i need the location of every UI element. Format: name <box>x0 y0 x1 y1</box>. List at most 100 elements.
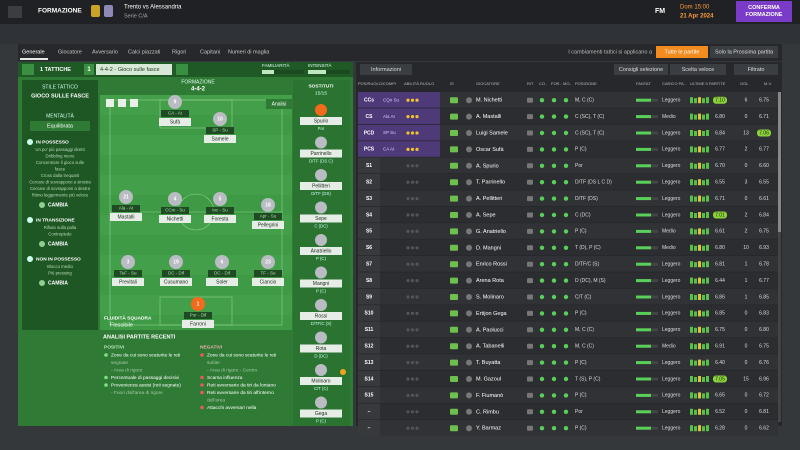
view-select[interactable] <box>360 64 412 75</box>
view-select-label[interactable]: Informazioni <box>371 67 401 73</box>
tactic-name[interactable]: 4-4-2 - Gioco sulle fasce <box>100 67 160 73</box>
player-name[interactable]: Samele <box>212 136 229 142</box>
collapse-button[interactable] <box>22 64 34 75</box>
sub-name[interactable]: Pellitteri <box>312 183 330 189</box>
player-name[interactable]: Y. Barmaz <box>476 426 501 432</box>
player-name[interactable]: Soler <box>216 279 228 285</box>
player-name[interactable]: Arena Rota <box>476 278 505 284</box>
column-header[interactable]: MO.. <box>563 81 572 86</box>
sub-name[interactable]: Rota <box>316 346 327 352</box>
player-name[interactable]: A. Spurio <box>476 163 499 169</box>
apply-option[interactable]: Tutte le partite <box>665 49 700 55</box>
column-header[interactable]: CO.. <box>539 81 547 86</box>
player-shirt[interactable] <box>119 190 133 204</box>
player-name[interactable]: A. Pellitteri <box>476 196 502 202</box>
column-header[interactable]: FOR.. <box>551 81 562 86</box>
analysis-button[interactable] <box>266 99 292 109</box>
player-shirt[interactable] <box>121 255 135 269</box>
formation[interactable]: 4-4-2 <box>191 87 206 93</box>
sub-name-badge[interactable] <box>300 409 342 418</box>
column-header[interactable]: POSIZIONE <box>575 81 597 86</box>
player-shirt[interactable] <box>215 255 229 269</box>
tab[interactable]: Giocatore <box>58 49 82 55</box>
name-badge[interactable] <box>204 215 236 223</box>
sub-name-badge[interactable] <box>300 214 342 223</box>
column-header[interactable]: RIT <box>527 81 534 86</box>
column-header[interactable]: ULTIME 5 PARTITE <box>690 81 726 86</box>
player-name[interactable]: A. Tabanelli <box>476 344 504 350</box>
player-name[interactable]: Foresta <box>212 216 229 222</box>
player-name[interactable]: Previtali <box>119 279 137 285</box>
tab[interactable]: Rigori <box>172 49 186 55</box>
tab[interactable]: Numeri di maglia <box>228 49 270 55</box>
apply-option[interactable]: Solo la Prossima partita <box>715 49 774 55</box>
name-badge[interactable] <box>159 118 191 126</box>
player-name[interactable]: Mastalli <box>118 214 135 220</box>
player-name[interactable]: C. Rimbu <box>476 409 499 415</box>
apply-option-active[interactable] <box>656 46 708 58</box>
confirm-button[interactable] <box>736 1 792 22</box>
sub-name-badge[interactable] <box>300 377 342 385</box>
sub-name-badge[interactable] <box>300 182 342 190</box>
filter-button[interactable]: Filtrato <box>748 67 765 73</box>
name-badge[interactable] <box>182 320 214 328</box>
column-header[interactable]: POS/RUOLO/COMPI <box>358 81 396 86</box>
player-shirt[interactable] <box>213 112 227 126</box>
player-shirt[interactable] <box>261 198 275 212</box>
player-name[interactable]: M. Gazoul <box>476 376 501 382</box>
apply-option[interactable] <box>710 46 778 58</box>
column-header[interactable]: FANTAT <box>636 81 651 86</box>
name-badge[interactable] <box>159 215 191 223</box>
column-header[interactable]: GOL <box>740 81 749 86</box>
name-badge[interactable] <box>252 221 284 229</box>
mentality[interactable]: Equilibrata <box>47 123 74 129</box>
player-name[interactable]: Nichetti <box>167 216 184 222</box>
player-name[interactable]: Cusumano <box>164 279 188 285</box>
column-header[interactable]: IS <box>450 81 454 86</box>
tab[interactable]: Capitani <box>200 49 220 55</box>
tab[interactable]: Generale <box>22 49 45 55</box>
player-name[interactable]: D. Mangni <box>476 245 501 251</box>
player-name[interactable]: Enrico Rossi <box>476 262 507 268</box>
name-badge[interactable] <box>160 278 192 286</box>
player-name[interactable]: T. Buyatta <box>476 360 501 366</box>
name-badge[interactable] <box>206 278 238 286</box>
name-badge[interactable] <box>112 278 144 286</box>
sub-name-badge[interactable] <box>300 279 342 288</box>
name-badge[interactable] <box>110 213 142 221</box>
toolbar-button[interactable] <box>734 64 778 75</box>
sub-name[interactable]: Sepe <box>315 216 327 222</box>
player-name[interactable]: A. Mastalli <box>476 114 501 120</box>
sub-name[interactable]: Parrinello <box>310 151 331 157</box>
player-name[interactable]: G. Anatriello <box>476 229 506 235</box>
mentality-select[interactable] <box>30 121 90 131</box>
player-name[interactable]: Farroni <box>190 321 206 327</box>
sub-name-badge[interactable] <box>300 247 342 255</box>
column-header[interactable]: GIOCATORE <box>476 81 500 86</box>
tab[interactable]: Avversario <box>92 49 118 55</box>
analysis-button-label[interactable]: Analisi <box>272 101 287 107</box>
player-shirt[interactable] <box>261 255 275 269</box>
sub-name[interactable]: Anatriello <box>311 248 332 254</box>
player-name[interactable]: Luigi Samele <box>476 130 508 136</box>
change-button[interactable]: CAMBIA <box>48 202 68 208</box>
player-shirt[interactable] <box>168 192 182 206</box>
sub-name[interactable]: Molinaro <box>311 378 330 384</box>
player-shirt[interactable] <box>169 255 183 269</box>
sub-name-badge[interactable] <box>300 149 342 158</box>
sub-name-badge[interactable] <box>300 344 342 353</box>
tactic-select[interactable] <box>96 64 172 75</box>
sub-name[interactable]: Mangni <box>313 281 329 287</box>
column-header[interactable]: CARICO PA.. <box>662 81 686 86</box>
player-name[interactable]: Sufà <box>170 119 181 125</box>
sub-name[interactable]: Spurio <box>314 118 329 124</box>
player-shirt[interactable] <box>191 297 205 311</box>
advice-button[interactable]: Consigli selezione <box>619 67 663 73</box>
player-name[interactable]: A. Paolucci <box>476 327 504 333</box>
sub-name-badge[interactable] <box>300 117 342 125</box>
sub-name-badge[interactable] <box>300 312 342 320</box>
name-badge[interactable] <box>252 278 284 286</box>
player-name[interactable]: Ciancio <box>260 279 277 285</box>
sub-name[interactable]: Gega <box>315 411 327 417</box>
sub-name[interactable]: Rossi <box>315 313 328 319</box>
